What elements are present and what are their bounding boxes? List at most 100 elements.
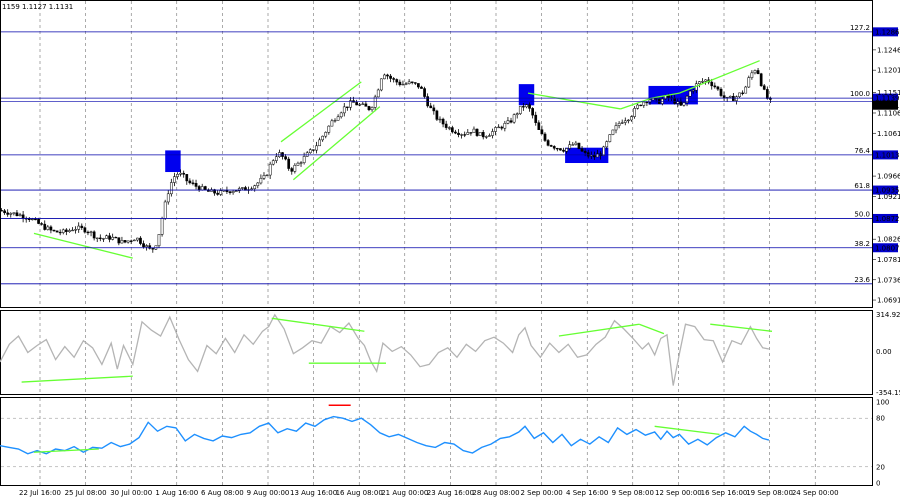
candle-body — [364, 103, 368, 107]
candle-body — [605, 141, 609, 148]
price-trendline — [33, 232, 133, 259]
candle-body — [623, 120, 627, 123]
candle-body — [648, 99, 652, 103]
candle-body — [324, 132, 328, 137]
candle-body — [719, 88, 723, 96]
candle-body — [460, 134, 463, 136]
cci-trendline — [638, 323, 665, 335]
candle-body — [312, 149, 315, 151]
candle-body — [200, 186, 204, 191]
candle-body — [46, 226, 50, 230]
candle-body — [762, 85, 766, 90]
time-axis-label: 9 Aug 00:00 — [247, 489, 290, 497]
candle-body — [179, 172, 182, 175]
candle-body — [18, 214, 22, 217]
candle-body — [475, 128, 479, 136]
candle-body — [241, 187, 244, 189]
candle-body — [488, 135, 491, 137]
candle-body — [6, 212, 10, 215]
candle-body — [735, 96, 738, 101]
cci-panel: 314.9232 0.00 -354.1539 — [0, 310, 900, 397]
candle-body — [444, 123, 448, 128]
candle-body — [43, 223, 47, 230]
candle-body — [571, 144, 575, 146]
candle-body — [676, 100, 680, 104]
candle-body — [518, 106, 522, 114]
candle-body — [373, 96, 377, 108]
candle-body — [102, 238, 105, 240]
candle-body — [9, 213, 13, 215]
candle-body — [86, 231, 90, 234]
candle-body — [503, 123, 507, 129]
candle-body — [738, 92, 741, 97]
candle-body — [491, 131, 494, 136]
price-trendline — [679, 60, 760, 94]
candle-body — [679, 100, 683, 106]
fib-level-label: 23.6 — [854, 276, 870, 284]
candle-body — [540, 129, 544, 135]
candle-body — [593, 154, 596, 158]
price-tick-label: 1.0691 — [877, 297, 900, 305]
candle-body — [642, 101, 646, 106]
candle-body — [639, 104, 643, 107]
candle-body — [315, 145, 318, 151]
fib-level-label: 61.8 — [854, 182, 870, 190]
fib-level-value: 1.1286 — [875, 28, 900, 36]
candle-body — [148, 245, 152, 249]
candle-body — [713, 85, 717, 88]
fib-level-value: 1.0807 — [875, 244, 900, 252]
time-axis-label: 24 Sep 00:00 — [792, 489, 839, 497]
candle-body — [15, 212, 19, 217]
candle-body — [531, 108, 534, 116]
candle-body — [395, 79, 399, 83]
candle-body — [253, 185, 257, 190]
price-tick-label: 1.0826 — [877, 236, 900, 244]
rsi-tick-label: 100 — [876, 399, 889, 407]
candle-body — [454, 131, 457, 134]
time-axis-labels: 22 Jul 16:00 25 Jul 08:00 30 Jul 00:00 1 Au… — [19, 489, 839, 497]
vertical-grid-rsi — [39, 398, 816, 485]
candle-body — [299, 162, 303, 164]
candle-body — [349, 100, 352, 108]
time-axis-label: 30 Jul 00:00 — [110, 489, 152, 497]
candle-body — [250, 188, 253, 190]
candle-body — [210, 189, 213, 192]
candle-body — [568, 144, 572, 149]
candle-body — [157, 234, 161, 246]
candle-body — [534, 114, 538, 123]
candle-body — [586, 152, 590, 157]
candle-body — [136, 237, 139, 241]
candle-body — [559, 148, 562, 151]
price-trendline — [620, 97, 652, 110]
fib-level-label: 38.2 — [854, 240, 870, 248]
candle-body — [750, 72, 754, 78]
price-panel-frame — [0, 0, 873, 308]
candle-body — [126, 240, 130, 243]
cci-line — [0, 313, 770, 386]
ohlc-header: 1159 1.1127 1.1131 — [2, 3, 73, 11]
candle-body — [401, 83, 405, 86]
candle-body — [290, 168, 294, 172]
candle-body — [435, 110, 439, 120]
price-panel: 127.2 1.1286 100.0 1.1139 76.4 1.1013 61.8 1.09… — [0, 0, 900, 308]
candle-body — [376, 89, 380, 98]
vertical-grid — [39, 1, 816, 307]
time-axis-label: 21 Aug 00:00 — [381, 489, 428, 497]
candle-body — [185, 174, 189, 182]
highlight-box — [518, 84, 535, 106]
candle-body — [552, 146, 556, 149]
candle-body — [423, 88, 426, 97]
candle-body — [379, 78, 383, 91]
candle-body — [478, 132, 482, 136]
candle-body — [284, 156, 287, 160]
candle-body — [589, 154, 593, 157]
candle-body — [620, 122, 624, 124]
candle-body — [417, 83, 420, 88]
time-axis-label: 25 Jul 08:00 — [65, 489, 107, 497]
candle-body — [688, 90, 692, 97]
candle-body — [506, 120, 510, 124]
vertical-grid-cci — [39, 311, 816, 394]
candle-body — [627, 119, 630, 122]
candle-body — [562, 149, 565, 152]
price-tick-label: 1.0966 — [877, 173, 900, 181]
